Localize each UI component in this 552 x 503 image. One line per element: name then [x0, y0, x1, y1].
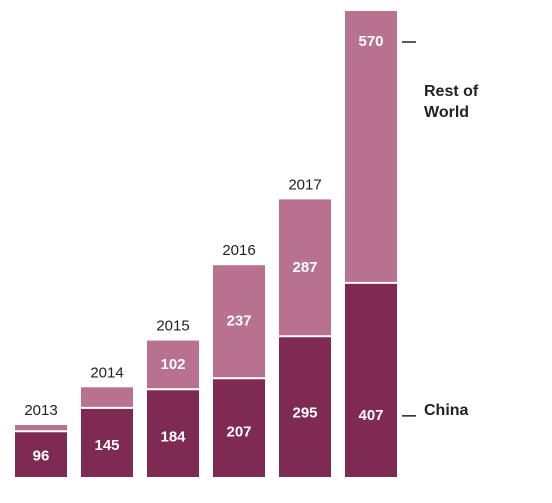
bar-china-1 [81, 407, 133, 477]
data-label-china-1: 145 [94, 437, 119, 454]
data-label-china-4: 295 [292, 405, 317, 422]
data-label-rest-of-world-5: 570 [358, 33, 383, 50]
year-label-3: 2016 [222, 242, 255, 259]
data-label-rest-of-world-4: 287 [292, 259, 317, 276]
data-label-china-2: 184 [160, 428, 186, 445]
bar-rest-of-world-2 [147, 340, 199, 390]
legend-label-china-line-0: China [424, 402, 469, 419]
year-label-2: 2015 [156, 318, 189, 335]
bar-china-5 [345, 282, 397, 477]
bar-rest-of-world-5 [345, 10, 397, 283]
bar-china-4 [279, 336, 331, 477]
data-label-rest-of-world-2: 102 [160, 356, 185, 373]
bar-china-2 [147, 389, 199, 477]
legend-label-rest-of-world-line-1: World [424, 104, 469, 121]
data-label-china-5: 407 [358, 407, 383, 424]
bar-rest-of-world-4 [279, 199, 331, 337]
bar-rest-of-world-0 [15, 425, 67, 432]
data-label-rest-of-world-3: 237 [226, 313, 251, 330]
bar-china-3 [213, 378, 265, 477]
data-label-china-0: 96 [33, 447, 50, 464]
bar-china-0 [15, 431, 67, 477]
legend-label-rest-of-world-line-0: Rest of [424, 83, 479, 100]
year-label-0: 2013 [24, 402, 57, 419]
year-label-1: 2014 [90, 364, 123, 381]
data-label-china-3: 207 [226, 424, 251, 441]
year-label-4: 2017 [288, 176, 321, 193]
bar-rest-of-world-1 [81, 387, 133, 408]
bar-rest-of-world-3 [213, 265, 265, 379]
